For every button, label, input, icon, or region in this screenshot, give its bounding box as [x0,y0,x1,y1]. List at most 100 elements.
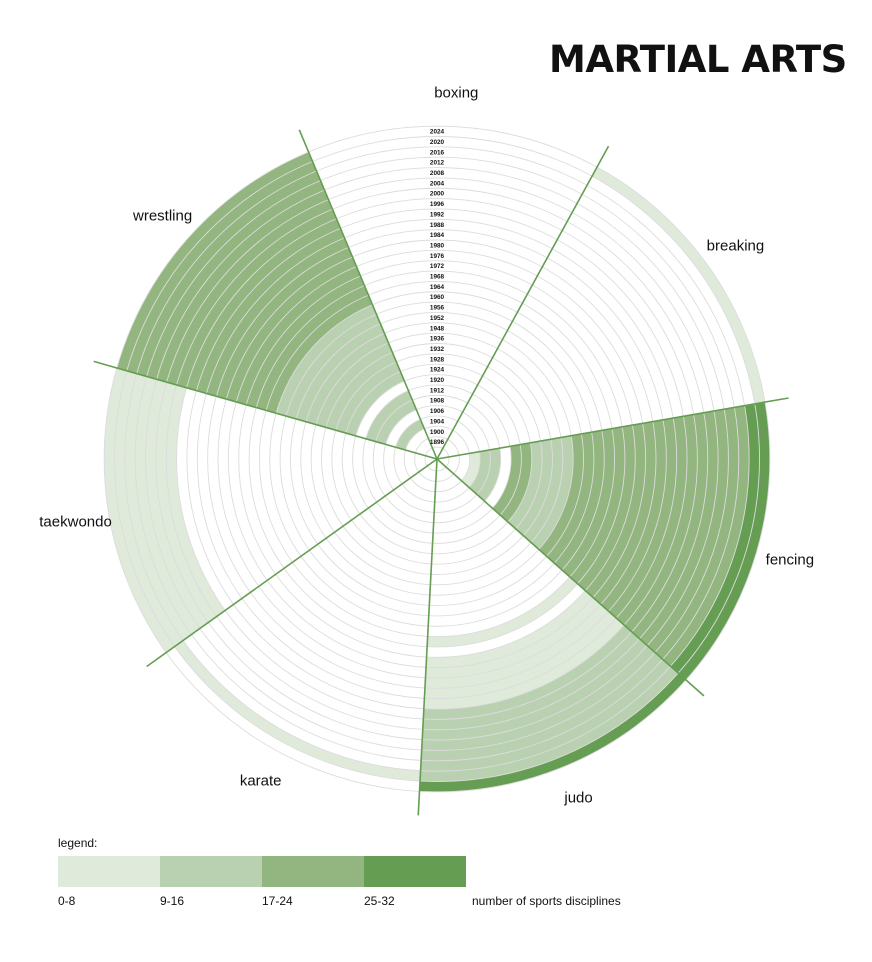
year-label-1992: 1992 [430,211,445,218]
cell-wrestling-1952 [296,323,385,422]
cell-wrestling-1908 [375,400,417,445]
ring-line [383,405,491,513]
ring-line [134,156,740,762]
sector-divider [436,145,610,460]
ring-line [248,270,626,648]
year-labels: 1896 1900 1904 1906 1908 1912 1920 1924 1928 1932… [430,129,445,447]
year-label-1972: 1972 [430,263,445,270]
cell-karate-2020 [174,640,421,782]
cell-wrestling-1936 [315,342,393,428]
sector-label-fencing: fencing [766,551,814,568]
year-label-1928: 1928 [430,356,445,363]
cell-judo-1992 [423,618,625,710]
ring-line [341,363,533,555]
cell-fencing-1960 [554,430,605,571]
year-label-1896: 1896 [430,439,445,446]
cell-taekwondo-2004 [155,382,217,623]
cell-fencing-1904 [461,451,481,488]
year-rings [103,125,771,793]
ring-line [217,239,657,679]
ring-line [352,374,522,544]
sector-karate [174,640,421,782]
cell-fencing-1992 [616,416,688,625]
cell-fencing-2020 [670,403,760,674]
cell-fencing-1908 [476,448,501,502]
sector-taekwondo [104,367,226,653]
year-label-1956: 1956 [430,305,445,312]
cell-judo-2008 [421,645,655,751]
year-label-1924: 1924 [430,367,445,374]
legend-range-25-32: 25-32 [364,894,395,908]
legend-swatch-9-16 [160,856,262,887]
legend-swatch-25-32 [364,856,466,887]
cell-wrestling-1968 [256,285,369,411]
legend-swatch-17-24 [262,856,364,887]
cell-fencing-1976 [585,423,646,598]
year-label-2012: 2012 [430,160,445,167]
ring-line [331,353,543,565]
year-label-1980: 1980 [430,242,445,249]
year-label-1900: 1900 [430,429,445,436]
legend-title: legend: [58,836,98,850]
cell-taekwondo-2000 [166,384,226,617]
sector-divider [436,397,789,460]
ring-line [414,436,460,482]
cell-wrestling-1964 [266,295,373,414]
year-label-1908: 1908 [430,398,445,405]
cell-fencing-1932 [515,439,553,536]
ring-line [290,312,585,607]
cell-fencing-1968 [569,426,625,584]
cell-wrestling-1948 [305,333,389,425]
sector-divider [146,458,438,668]
legend-range-9-16: 9-16 [160,894,185,908]
ring-line [372,394,502,524]
ring-line [186,208,688,710]
cell-wrestling-1912 [365,390,413,442]
cell-taekwondo-2008 [145,379,209,629]
cell-taekwondo-2016 [124,373,192,641]
cell-wrestling-1924 [345,371,405,436]
year-label-1976: 1976 [430,253,445,260]
cell-fencing-1920 [492,444,522,516]
ring-line [124,146,750,772]
sector-wrestling [116,151,425,451]
ring-line [196,218,678,700]
cell-fencing-1952 [538,433,584,557]
year-label-2004: 2004 [430,180,445,187]
cell-fencing-2004 [639,410,719,646]
sector-labels: boxing breaking fencing judo karate taekwondo… [39,85,814,807]
ring-line [362,384,512,534]
cell-fencing-1988 [608,418,677,619]
cell-judo-2016 [420,659,671,772]
year-label-1952: 1952 [430,315,445,322]
ring-line [114,136,760,782]
cell-breaking-2024 [592,167,765,404]
cell-wrestling-1976 [236,266,361,405]
sector-label-taekwondo: taekwondo [39,514,112,531]
legend-swatch-0-8 [58,856,160,887]
sector-breaking [592,167,765,404]
cell-judo-2024 [419,673,686,792]
ring-line [300,322,574,596]
year-label-1932: 1932 [430,346,445,353]
sector-judo [419,576,686,792]
sector-fencing [461,402,770,680]
cell-judo-1980 [425,597,601,679]
year-label-2024: 2024 [430,129,445,136]
sector-label-judo: judo [563,789,592,806]
year-label-1988: 1988 [430,222,445,229]
cell-judo-2020 [420,666,679,782]
cell-fencing-1964 [562,428,615,577]
ring-line [310,332,564,586]
sector-divider [417,458,438,816]
sector-label-boxing: boxing [434,85,478,102]
cell-fencing-1984 [600,419,667,612]
ring-line [165,187,709,731]
cell-fencing-2024 [678,402,770,680]
cell-fencing-2016 [662,405,750,667]
year-label-1936: 1936 [430,336,445,343]
cell-judo-1984 [424,604,609,689]
cell-fencing-1972 [577,425,636,591]
cell-judo-1968 [427,576,578,647]
